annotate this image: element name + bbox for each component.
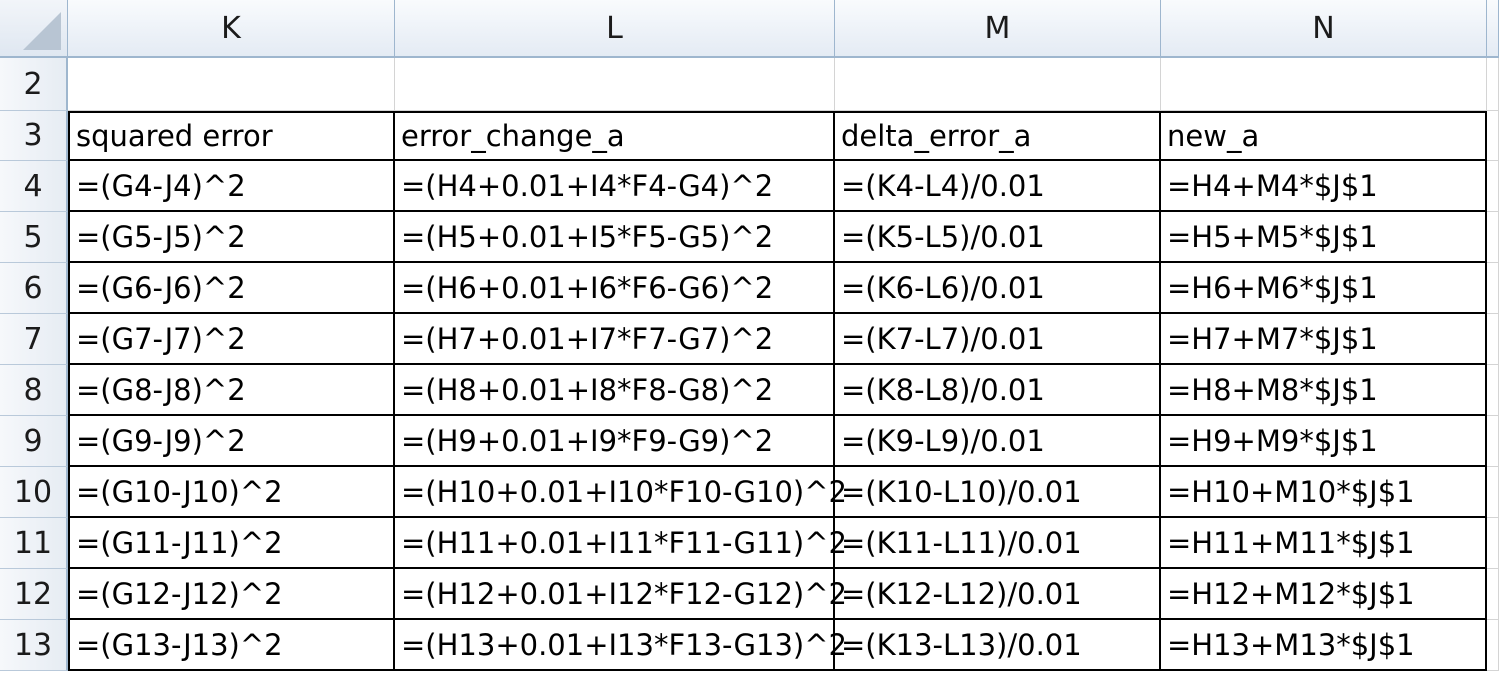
cell-n6[interactable]: =H6+M6*$J$1 (1161, 263, 1487, 314)
column-header-n[interactable]: N (1161, 0, 1487, 58)
row-header-2[interactable]: 2 (0, 58, 68, 111)
cell-n3[interactable]: new_a (1161, 111, 1487, 161)
cell-n13[interactable]: =H13+M13*$J$1 (1161, 620, 1487, 671)
cell-m7[interactable]: =(K7-L7)/0.01 (835, 314, 1161, 365)
cell-m9[interactable]: =(K9-L9)/0.01 (835, 416, 1161, 467)
cell-k5[interactable]: =(G5-J5)^2 (68, 212, 395, 263)
cell-k7[interactable]: =(G7-J7)^2 (68, 314, 395, 365)
cell-m5[interactable]: =(K5-L5)/0.01 (835, 212, 1161, 263)
cell-n11[interactable]: =H11+M11*$J$1 (1161, 518, 1487, 569)
cell-m4[interactable]: =(K4-L4)/0.01 (835, 161, 1161, 212)
cell-l8[interactable]: =(H8+0.01+I8*F8-G8)^2 (395, 365, 835, 416)
column-header-m[interactable]: M (835, 0, 1161, 58)
row-header-13[interactable]: 13 (0, 620, 68, 671)
cell-k2[interactable] (68, 58, 395, 111)
cell-l3[interactable]: error_change_a (395, 111, 835, 161)
cell-m13[interactable]: =(K13-L13)/0.01 (835, 620, 1161, 671)
cell-partial-13[interactable] (1487, 620, 1499, 671)
cell-k3[interactable]: squared error (68, 111, 395, 161)
cell-m12[interactable]: =(K12-L12)/0.01 (835, 569, 1161, 620)
cell-l10[interactable]: =(H10+0.01+I10*F10-G10)^2 (395, 467, 847, 518)
cell-m3[interactable]: delta_error_a (835, 111, 1161, 161)
cell-k12[interactable]: =(G12-J12)^2 (68, 569, 395, 620)
row-header-8[interactable]: 8 (0, 365, 68, 416)
cell-k4[interactable]: =(G4-J4)^2 (68, 161, 395, 212)
cell-n8[interactable]: =H8+M8*$J$1 (1161, 365, 1487, 416)
column-header-partial[interactable] (1487, 0, 1499, 58)
cell-l2[interactable] (395, 58, 835, 111)
cell-m10[interactable]: =(K10-L10)/0.01 (835, 467, 1161, 518)
cell-l9[interactable]: =(H9+0.01+I9*F9-G9)^2 (395, 416, 835, 467)
cell-l12[interactable]: =(H12+0.01+I12*F12-G12)^2 (395, 569, 847, 620)
row-header-7[interactable]: 7 (0, 314, 68, 365)
cell-n2[interactable] (1161, 58, 1487, 111)
cell-l4[interactable]: =(H4+0.01+I4*F4-G4)^2 (395, 161, 835, 212)
cell-partial-5[interactable] (1487, 212, 1499, 263)
select-all-corner[interactable] (0, 0, 68, 58)
row-header-6[interactable]: 6 (0, 263, 68, 314)
cell-k6[interactable]: =(G6-J6)^2 (68, 263, 395, 314)
row-header-10[interactable]: 10 (0, 467, 68, 518)
cell-n12[interactable]: =H12+M12*$J$1 (1161, 569, 1487, 620)
cell-partial-8[interactable] (1487, 365, 1499, 416)
cell-n5[interactable]: =H5+M5*$J$1 (1161, 212, 1487, 263)
cell-partial-4[interactable] (1487, 161, 1499, 212)
row-header-11[interactable]: 11 (0, 518, 68, 569)
column-header-k[interactable]: K (68, 0, 395, 58)
cell-partial-11[interactable] (1487, 518, 1499, 569)
cell-k8[interactable]: =(G8-J8)^2 (68, 365, 395, 416)
cell-k10[interactable]: =(G10-J10)^2 (68, 467, 395, 518)
column-header-l[interactable]: L (395, 0, 835, 58)
cell-l5[interactable]: =(H5+0.01+I5*F5-G5)^2 (395, 212, 835, 263)
cell-l6[interactable]: =(H6+0.01+I6*F6-G6)^2 (395, 263, 835, 314)
cell-partial-3[interactable] (1487, 111, 1499, 161)
cell-l11[interactable]: =(H11+0.01+I11*F11-G11)^2 (395, 518, 847, 569)
cell-m8[interactable]: =(K8-L8)/0.01 (835, 365, 1161, 416)
cell-k13[interactable]: =(G13-J13)^2 (68, 620, 395, 671)
cell-partial-2[interactable] (1487, 58, 1499, 111)
row-header-9[interactable]: 9 (0, 416, 68, 467)
cell-k9[interactable]: =(G9-J9)^2 (68, 416, 395, 467)
cell-n9[interactable]: =H9+M9*$J$1 (1161, 416, 1487, 467)
cell-m2[interactable] (835, 58, 1161, 111)
row-header-4[interactable]: 4 (0, 161, 68, 212)
cell-partial-9[interactable] (1487, 416, 1499, 467)
cell-m6[interactable]: =(K6-L6)/0.01 (835, 263, 1161, 314)
cell-l13[interactable]: =(H13+0.01+I13*F13-G13)^2 (395, 620, 847, 671)
cell-l7[interactable]: =(H7+0.01+I7*F7-G7)^2 (395, 314, 835, 365)
row-header-12[interactable]: 12 (0, 569, 68, 620)
cell-n4[interactable]: =H4+M4*$J$1 (1161, 161, 1487, 212)
cell-n7[interactable]: =H7+M7*$J$1 (1161, 314, 1487, 365)
row-header-5[interactable]: 5 (0, 212, 68, 263)
cell-partial-6[interactable] (1487, 263, 1499, 314)
cell-n10[interactable]: =H10+M10*$J$1 (1161, 467, 1487, 518)
cell-partial-10[interactable] (1487, 467, 1499, 518)
row-header-3[interactable]: 3 (0, 111, 68, 161)
select-all-triangle-icon (23, 12, 61, 50)
cell-m11[interactable]: =(K11-L11)/0.01 (835, 518, 1161, 569)
cell-k11[interactable]: =(G11-J11)^2 (68, 518, 395, 569)
cell-partial-7[interactable] (1487, 314, 1499, 365)
cell-partial-12[interactable] (1487, 569, 1499, 620)
